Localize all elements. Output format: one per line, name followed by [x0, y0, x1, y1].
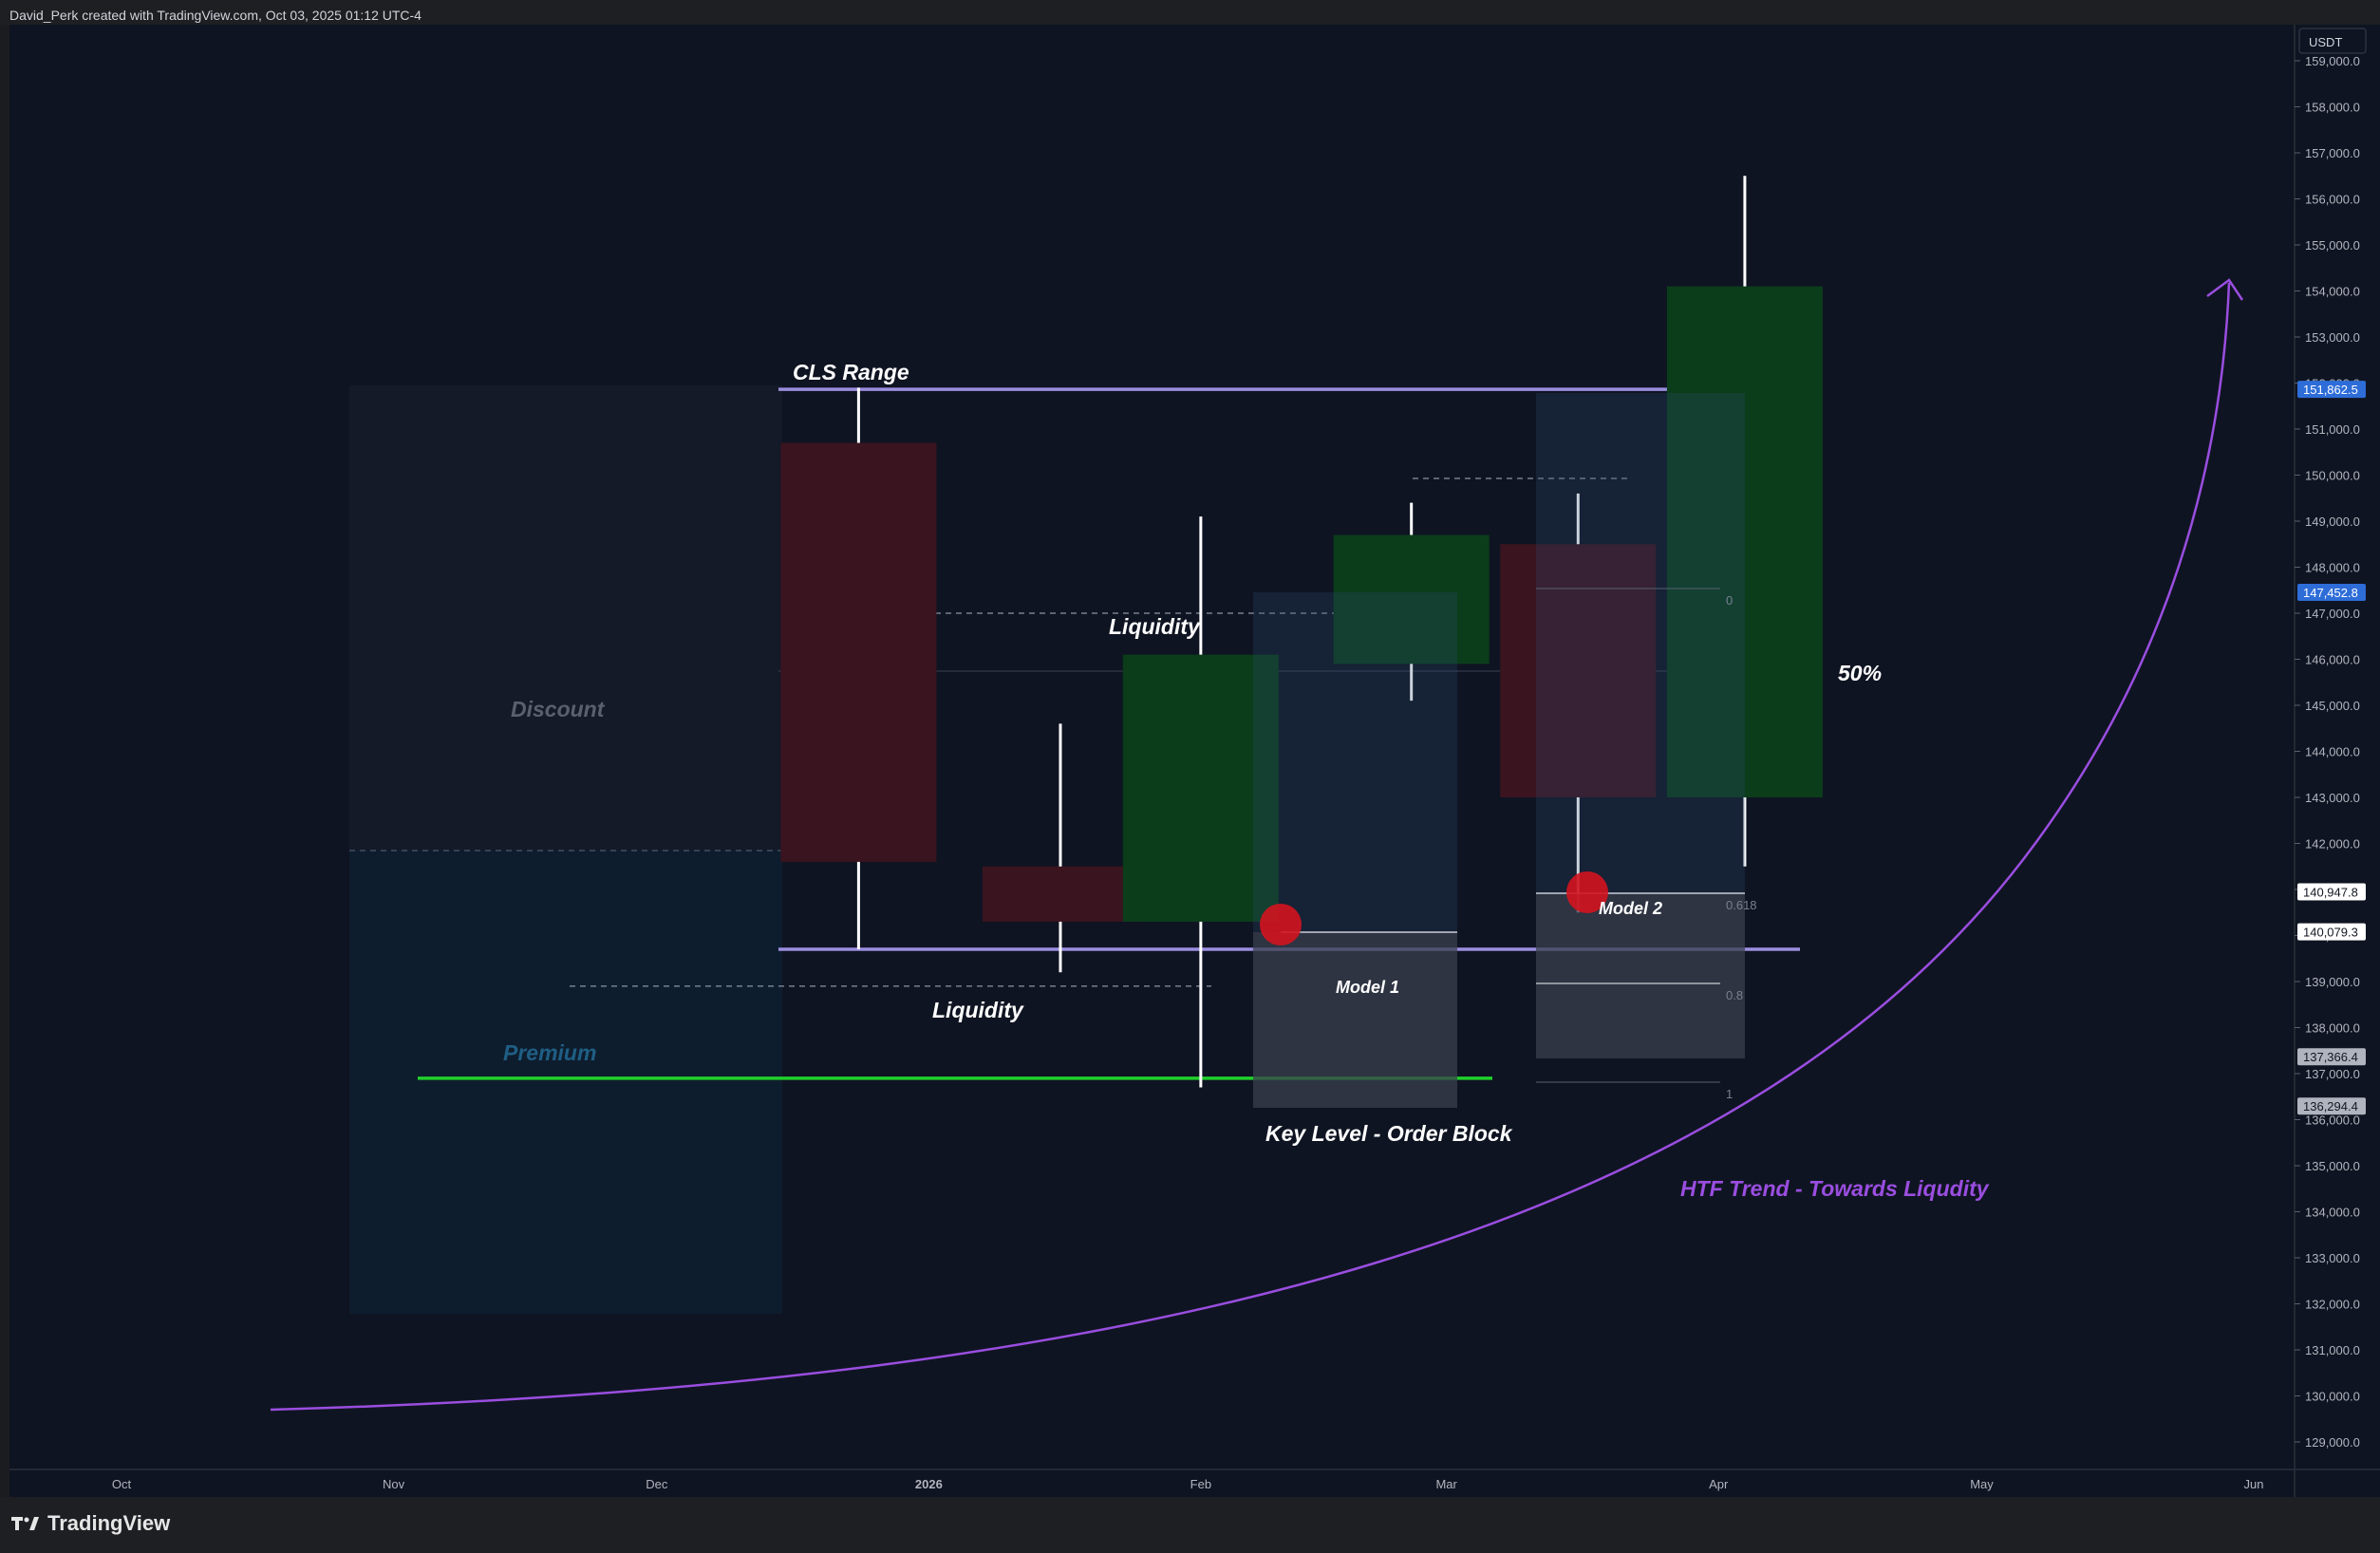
- time-axis-background[interactable]: [9, 1469, 2295, 1497]
- price-tag-label: 140,079.3: [2303, 926, 2358, 940]
- time-tick-label: Nov: [383, 1477, 405, 1491]
- htf-trend-curve: [270, 282, 2231, 1412]
- price-tick-label: 143,000.0: [2305, 791, 2360, 805]
- price-tag: [2297, 584, 2366, 602]
- model2-label: Model 2: [1599, 899, 1662, 918]
- price-tick-label: 135,000.0: [2305, 1159, 2360, 1173]
- price-tick-label: 137,000.0: [2305, 1067, 2360, 1081]
- candle-body[interactable]: [1333, 534, 1490, 664]
- candle-body[interactable]: [780, 442, 937, 862]
- time-tick-label: May: [1970, 1477, 1994, 1491]
- price-tag: [2297, 1048, 2366, 1066]
- model1-label: Model 1: [1336, 978, 1399, 997]
- price-tag: [2297, 883, 2366, 901]
- price-tag-label: 151,862.5: [2303, 383, 2358, 397]
- price-tag: [2297, 381, 2366, 399]
- price-tick-label: 133,000.0: [2305, 1251, 2360, 1265]
- candle-body[interactable]: [1666, 286, 1823, 797]
- price-tick-label: 158,000.0: [2305, 101, 2360, 115]
- tradingview-logo[interactable]: TradingView: [11, 1511, 170, 1536]
- currency-label: USDT: [2309, 35, 2342, 49]
- price-tick-label: 159,000.0: [2305, 54, 2360, 68]
- model2-marker: [1566, 871, 1608, 913]
- model1-marker: [1260, 904, 1302, 945]
- liquidity-bottom-label: Liquidity: [932, 998, 1024, 1022]
- premium-zone: [349, 851, 782, 1314]
- fifty-percent-label: 50%: [1838, 661, 1882, 685]
- chart-header: David_Perk created with TradingView.com,…: [0, 0, 2380, 25]
- price-tick-label: 144,000.0: [2305, 745, 2360, 759]
- price-tick-label: 155,000.0: [2305, 238, 2360, 253]
- candle-body[interactable]: [1122, 654, 1279, 922]
- model2-box-upper: [1536, 393, 1745, 893]
- model1-box-lower: [1253, 932, 1457, 1108]
- discount-label: Discount: [511, 697, 606, 721]
- time-tick-label: Apr: [1709, 1477, 1729, 1491]
- price-tick-label: 148,000.0: [2305, 561, 2360, 575]
- liquidity-top-label: Liquidity: [1109, 614, 1201, 639]
- candlestick-chart[interactable]: CLS Range Liquidity Liquidity Discount Premi…: [0, 0, 2380, 1497]
- fib-08-label: 0.8: [1726, 988, 1743, 1002]
- price-tag-label: 140,947.8: [2303, 886, 2358, 900]
- price-tick-label: 142,000.0: [2305, 837, 2360, 851]
- time-tick-label: Jun: [2244, 1477, 2264, 1491]
- footer-bar: TradingView: [0, 1497, 2380, 1553]
- time-tick-label: Feb: [1190, 1477, 1211, 1491]
- tradingview-brand: TradingView: [47, 1511, 171, 1535]
- price-tick-label: 146,000.0: [2305, 653, 2360, 667]
- price-tick-label: 147,000.0: [2305, 607, 2360, 621]
- price-tick-label: 149,000.0: [2305, 515, 2360, 529]
- cls-range-label: CLS Range: [793, 360, 909, 384]
- price-tick-label: 131,000.0: [2305, 1343, 2360, 1357]
- price-tick-label: 156,000.0: [2305, 193, 2360, 207]
- price-tick-label: 129,000.0: [2305, 1435, 2360, 1450]
- fib-0-label: 0: [1726, 593, 1733, 608]
- header-text: David_Perk created with TradingView.com,…: [9, 8, 422, 23]
- price-tick-label: 138,000.0: [2305, 1021, 2360, 1036]
- price-axis-background[interactable]: [2295, 25, 2380, 1497]
- price-tick-label: 154,000.0: [2305, 285, 2360, 299]
- tradingview-logo-icon: [11, 1517, 39, 1530]
- premium-label: Premium: [503, 1040, 596, 1065]
- price-tick-label: 132,000.0: [2305, 1298, 2360, 1312]
- price-tick-label: 150,000.0: [2305, 469, 2360, 483]
- candle-body[interactable]: [1500, 544, 1657, 797]
- trend-arrowhead: [2206, 278, 2244, 301]
- key-level-label: Key Level - Order Block: [1265, 1121, 1513, 1146]
- time-tick-label: Dec: [646, 1477, 668, 1491]
- model2-box-lower: [1536, 893, 1745, 1058]
- fib-0618-label: 0.618: [1726, 898, 1757, 912]
- fib-1-label: 1: [1726, 1087, 1733, 1101]
- price-tick-label: 130,000.0: [2305, 1390, 2360, 1404]
- model1-box-upper: [1253, 592, 1457, 932]
- price-tick-label: 136,000.0: [2305, 1113, 2360, 1128]
- discount-zone: [349, 385, 782, 851]
- time-tick-label: Oct: [112, 1477, 132, 1491]
- price-tick-label: 151,000.0: [2305, 422, 2360, 437]
- time-tick-label: 2026: [915, 1477, 943, 1491]
- price-tag-label: 137,366.4: [2303, 1050, 2358, 1064]
- htf-trend-label: HTF Trend - Towards Liqudity: [1680, 1176, 1990, 1201]
- candle-body[interactable]: [982, 866, 1138, 922]
- price-tag: [2297, 1097, 2366, 1115]
- price-tag-label: 136,294.4: [2303, 1099, 2358, 1113]
- price-tick-label: 134,000.0: [2305, 1206, 2360, 1220]
- time-tick-label: Mar: [1435, 1477, 1457, 1491]
- price-tick-label: 157,000.0: [2305, 146, 2360, 160]
- currency-box[interactable]: [2298, 28, 2367, 54]
- price-tick-label: 139,000.0: [2305, 975, 2360, 989]
- price-tick-label: 153,000.0: [2305, 330, 2360, 345]
- price-tag: [2297, 923, 2366, 941]
- price-tick-label: 145,000.0: [2305, 699, 2360, 713]
- price-tag-label: 147,452.8: [2303, 586, 2358, 600]
